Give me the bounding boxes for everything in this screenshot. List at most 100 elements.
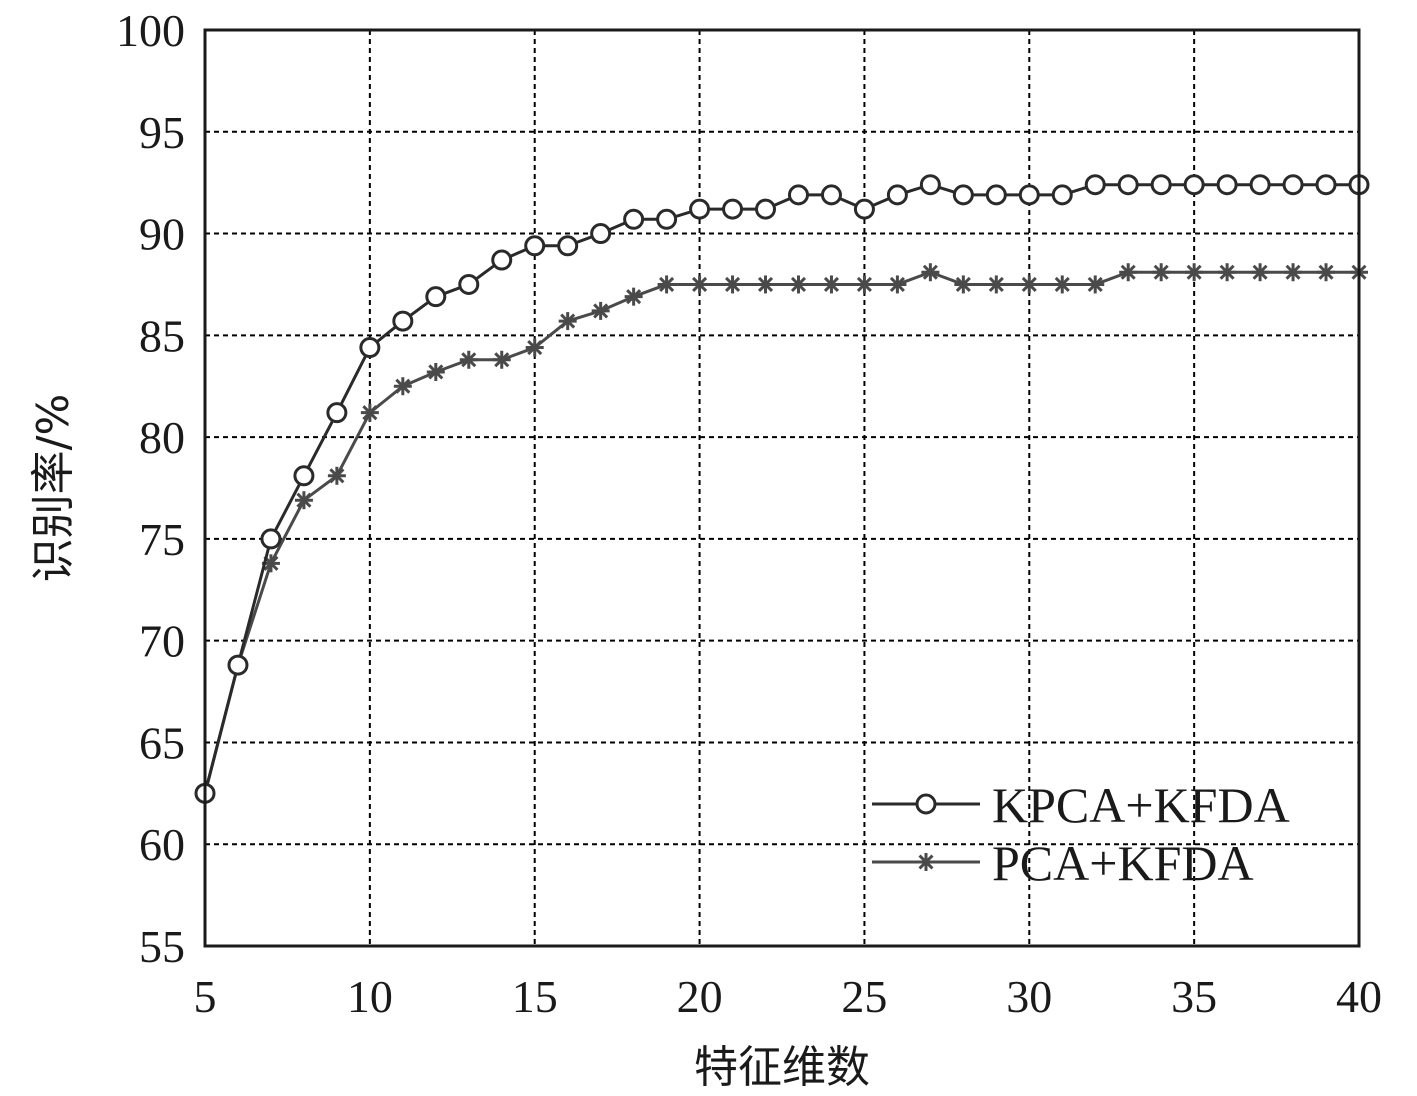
data-point	[723, 275, 742, 294]
data-point	[755, 198, 777, 220]
data-point	[624, 287, 643, 306]
data-point	[1315, 174, 1337, 196]
plot-frame	[203, 28, 1361, 948]
data-point	[689, 198, 711, 220]
y-tick-label: 95	[139, 107, 185, 158]
data-point	[425, 286, 447, 308]
data-point	[492, 350, 511, 369]
data-point	[458, 273, 480, 295]
legend-marker	[915, 793, 937, 815]
series-layer	[194, 174, 1370, 804]
data-point	[260, 528, 282, 550]
data-point	[227, 654, 249, 676]
y-tick-label: 75	[139, 514, 185, 565]
legend-label: PCA+KFDA	[992, 835, 1254, 891]
data-point	[657, 275, 676, 294]
data-point	[1185, 263, 1204, 282]
y-tick-label: 65	[139, 717, 185, 768]
data-point	[392, 310, 414, 332]
grid-lines	[205, 30, 1359, 946]
data-point	[590, 223, 612, 245]
data-point	[326, 402, 348, 424]
data-point	[1282, 174, 1304, 196]
y-tick-label: 70	[139, 616, 185, 667]
x-tick-label: 5	[194, 971, 217, 1022]
x-tick-label: 15	[512, 971, 558, 1022]
data-point	[886, 184, 908, 206]
x-tick-label: 30	[1006, 971, 1052, 1022]
data-point	[690, 275, 709, 294]
data-point	[985, 184, 1007, 206]
data-point	[591, 301, 610, 320]
data-point	[656, 208, 678, 230]
data-point	[921, 263, 940, 282]
data-point	[327, 466, 346, 485]
data-point	[787, 184, 809, 206]
x-tick-label: 10	[347, 971, 393, 1022]
data-point	[1020, 275, 1039, 294]
data-point	[789, 275, 808, 294]
data-point	[1317, 263, 1336, 282]
y-axis-ticks: 55 60 65 70 75 80 85 90 95 100	[116, 5, 185, 972]
data-point	[1018, 184, 1040, 206]
data-point	[1183, 174, 1205, 196]
legend-item: PCA+KFDA	[872, 835, 1254, 891]
data-point	[1249, 174, 1271, 196]
data-point	[756, 275, 775, 294]
x-tick-label: 25	[841, 971, 887, 1022]
data-point	[853, 198, 875, 220]
data-point	[360, 403, 379, 422]
data-point	[1150, 174, 1172, 196]
data-point	[1119, 263, 1138, 282]
legend-item: KPCA+KFDA	[872, 777, 1290, 833]
x-tick-label: 35	[1171, 971, 1217, 1022]
legend-label: KPCA+KFDA	[992, 777, 1290, 833]
data-point	[888, 275, 907, 294]
data-point	[1218, 263, 1237, 282]
data-point	[359, 337, 381, 359]
series-kpca-kfda	[194, 174, 1370, 804]
y-tick-label: 60	[139, 819, 185, 870]
data-point	[1053, 275, 1072, 294]
data-point	[1216, 174, 1238, 196]
data-point	[1117, 174, 1139, 196]
y-tick-label: 85	[139, 310, 185, 361]
data-point	[558, 312, 577, 331]
x-axis-label: 特征维数	[694, 1042, 870, 1093]
series-line	[203, 183, 1359, 794]
data-point	[722, 198, 744, 220]
y-axis-label: 识别率/%	[28, 394, 79, 583]
data-point	[822, 275, 841, 294]
data-point	[952, 184, 974, 206]
x-axis-ticks: 5 10 15 20 25 30 35 40	[194, 971, 1383, 1022]
data-point	[1152, 263, 1171, 282]
data-point	[855, 275, 874, 294]
data-point	[525, 338, 544, 357]
data-point	[293, 465, 315, 487]
data-point	[1251, 263, 1270, 282]
data-point	[1086, 275, 1105, 294]
data-point	[919, 174, 941, 196]
data-point	[524, 235, 546, 257]
y-tick-label: 55	[139, 921, 185, 972]
data-point	[491, 249, 513, 271]
x-tick-label: 20	[677, 971, 723, 1022]
data-point	[1051, 184, 1073, 206]
data-point	[820, 184, 842, 206]
y-tick-label: 90	[139, 209, 185, 260]
data-point	[459, 350, 478, 369]
y-tick-label: 80	[139, 412, 185, 463]
legend-marker	[917, 853, 935, 871]
data-point	[426, 362, 445, 381]
x-tick-label: 40	[1336, 971, 1382, 1022]
data-point	[623, 208, 645, 230]
data-point	[987, 275, 1006, 294]
data-point	[294, 491, 313, 510]
data-point	[557, 235, 579, 257]
data-point	[1284, 263, 1303, 282]
data-point	[1084, 174, 1106, 196]
data-point	[393, 377, 412, 396]
y-tick-label: 100	[116, 5, 185, 56]
